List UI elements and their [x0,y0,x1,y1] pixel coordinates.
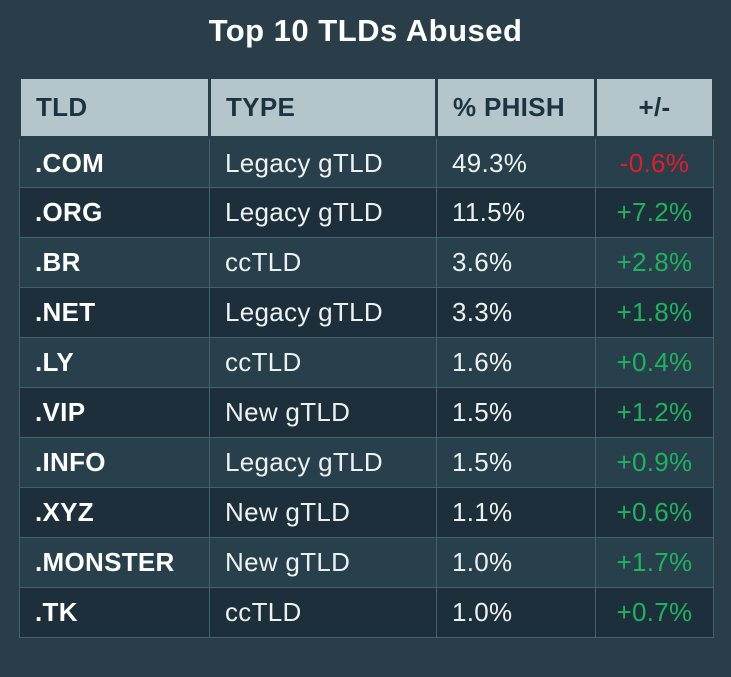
table-row: .ORG Legacy gTLD 11.5% +7.2% [19,187,714,238]
cell-phish: 1.0% [436,587,596,638]
cell-tld: .VIP [19,387,210,438]
table-row: .NET Legacy gTLD 3.3% +1.8% [19,287,714,338]
column-header-phish: % PHISH [435,76,597,139]
cell-tld: .TK [19,587,210,638]
cell-phish: 49.3% [436,137,596,188]
table-row: .COM Legacy gTLD 49.3% -0.6% [19,137,714,188]
table-row: .MONSTER New gTLD 1.0% +1.7% [19,537,714,588]
table-row: .TK ccTLD 1.0% +0.7% [19,587,714,638]
table-row: .INFO Legacy gTLD 1.5% +0.9% [19,437,714,488]
cell-type: ccTLD [209,337,437,388]
tld-abuse-table: TLD TYPE % PHISH +/- .COM Legacy gTLD 49… [18,76,715,638]
cell-type: New gTLD [209,387,437,438]
cell-tld: .INFO [19,437,210,488]
page-title: Top 10 TLDs Abused [208,13,523,48]
cell-phish: 11.5% [436,187,596,238]
column-header-change: +/- [594,76,715,139]
cell-phish: 1.0% [436,537,596,588]
table-row: .VIP New gTLD 1.5% +1.2% [19,387,714,438]
table-row: .BR ccTLD 3.6% +2.8% [19,237,714,288]
cell-type: Legacy gTLD [209,187,437,238]
table-row: .LY ccTLD 1.6% +0.4% [19,337,714,388]
cell-phish: 1.1% [436,487,596,538]
cell-tld: .MONSTER [19,537,210,588]
cell-type: Legacy gTLD [209,437,437,488]
cell-tld: .ORG [19,187,210,238]
cell-type: Legacy gTLD [209,287,437,338]
cell-type: New gTLD [209,537,437,588]
cell-phish: 1.5% [436,437,596,488]
cell-phish: 1.6% [436,337,596,388]
cell-tld: .COM [19,137,210,188]
cell-change: +0.4% [595,337,714,388]
cell-change: +0.9% [595,437,714,488]
cell-tld: .NET [19,287,210,338]
cell-change: +2.8% [595,237,714,288]
cell-change: +1.7% [595,537,714,588]
cell-tld: .LY [19,337,210,388]
cell-change: +1.2% [595,387,714,438]
cell-change: +0.7% [595,587,714,638]
cell-change: +0.6% [595,487,714,538]
cell-phish: 3.6% [436,237,596,288]
cell-type: ccTLD [209,237,437,288]
cell-type: Legacy gTLD [209,137,437,188]
table-body: .COM Legacy gTLD 49.3% -0.6% .ORG Legacy… [19,137,714,638]
table-row: .XYZ New gTLD 1.1% +0.6% [19,487,714,538]
column-header-tld: TLD [18,76,211,139]
column-header-type: TYPE [208,76,438,139]
cell-change: -0.6% [595,137,714,188]
cell-tld: .BR [19,237,210,288]
cell-change: +7.2% [595,187,714,238]
cell-tld: .XYZ [19,487,210,538]
cell-phish: 1.5% [436,387,596,438]
header-row: TLD TYPE % PHISH +/- [18,76,715,139]
cell-type: ccTLD [209,587,437,638]
cell-type: New gTLD [209,487,437,538]
table-header: TLD TYPE % PHISH +/- [18,76,715,139]
cell-phish: 3.3% [436,287,596,338]
cell-change: +1.8% [595,287,714,338]
